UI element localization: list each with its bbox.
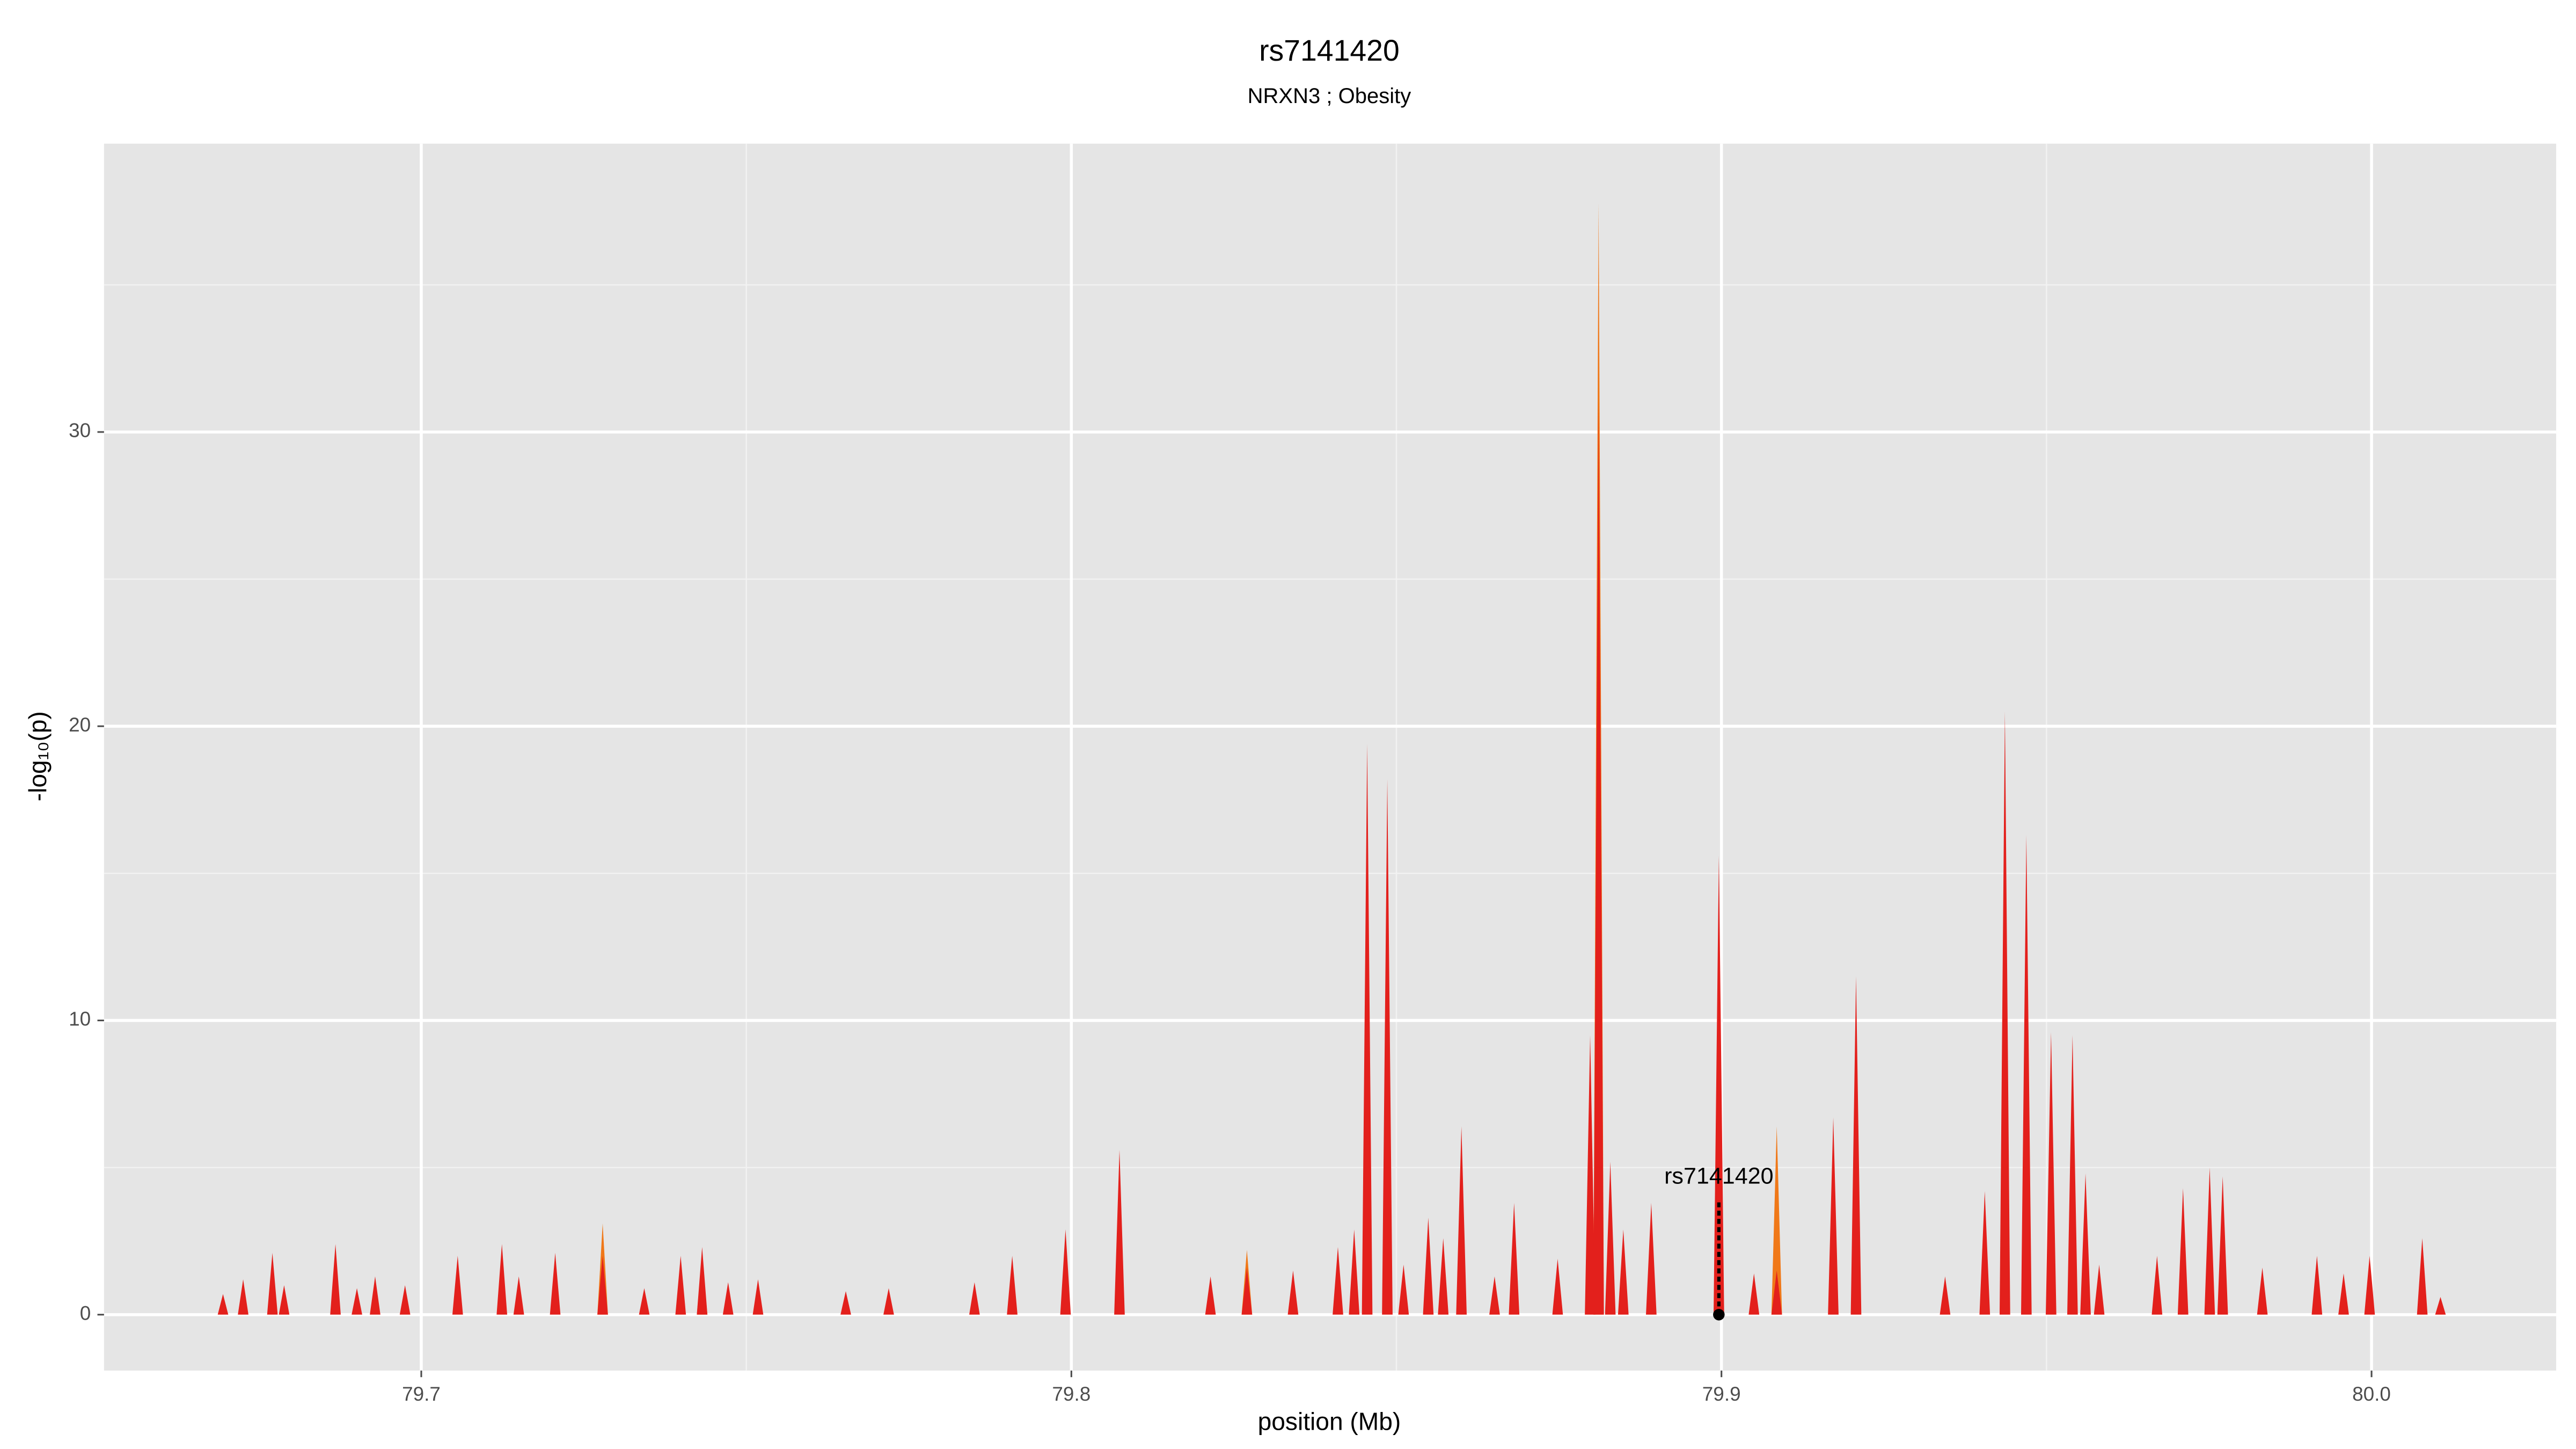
spike (1585, 1035, 1596, 1315)
spike (883, 1288, 894, 1315)
spike (1979, 1191, 1990, 1315)
spike (597, 1256, 608, 1315)
spike (1509, 1203, 1520, 1315)
spike (1423, 1217, 1434, 1315)
spike (352, 1288, 362, 1315)
x-axis-title: position (Mb) (1258, 1407, 1401, 1435)
plot-panel (104, 143, 2557, 1371)
spike (279, 1285, 290, 1315)
spike (513, 1276, 524, 1315)
spike (267, 1253, 278, 1315)
spike (2094, 1264, 2105, 1315)
spike (238, 1279, 248, 1315)
spike (1714, 855, 1724, 1315)
spike (330, 1244, 341, 1315)
spike (1287, 1270, 1299, 1315)
marks (217, 202, 2446, 1315)
spike (2435, 1297, 2446, 1315)
spike (1940, 1276, 1951, 1315)
spike (370, 1276, 380, 1315)
spike (1382, 779, 1393, 1315)
spike (2000, 711, 2010, 1315)
spike (969, 1282, 980, 1315)
y-tick-label: 30 (69, 420, 91, 442)
annotation: rs7141420 (1664, 1163, 1774, 1321)
spike (2046, 1032, 2057, 1315)
spike (1605, 1161, 1616, 1315)
spike (2204, 1167, 2215, 1315)
x-tick-label: 79.9 (1702, 1383, 1741, 1405)
chart-subtitle: NRXN3 ; Obesity (1248, 84, 1411, 108)
y-tick-label: 10 (69, 1008, 91, 1030)
spike (2067, 1035, 2078, 1315)
spike (2338, 1273, 2349, 1315)
spike (2151, 1256, 2163, 1315)
chart-title: rs7141420 (1259, 34, 1400, 67)
spike (2177, 1188, 2189, 1315)
spike (675, 1256, 686, 1315)
spike (697, 1247, 708, 1315)
y-axis-title: -log₁₀(p) (24, 711, 52, 801)
spike (1456, 1126, 1467, 1315)
x-tick-label: 79.7 (402, 1383, 441, 1405)
spike (2021, 835, 2032, 1315)
spike (1489, 1276, 1500, 1315)
annotation-label: rs7141420 (1664, 1163, 1774, 1189)
spike (1748, 1273, 1760, 1315)
spike (752, 1279, 764, 1315)
spike (1007, 1256, 1018, 1315)
spike (1205, 1276, 1216, 1315)
spike (2080, 1173, 2091, 1315)
spike (1060, 1229, 1071, 1315)
x-tick-label: 80.0 (2352, 1383, 2391, 1405)
spike (399, 1285, 411, 1315)
spike (840, 1291, 851, 1315)
spike (1114, 1150, 1125, 1315)
spike (722, 1282, 734, 1315)
y-tick-label: 20 (69, 714, 91, 736)
spike (1398, 1264, 1409, 1315)
spike (1593, 402, 1604, 1315)
spike (639, 1288, 650, 1315)
spike (2311, 1256, 2323, 1315)
spike (496, 1244, 508, 1315)
spike (1438, 1238, 1449, 1315)
spike (1552, 1258, 1563, 1315)
spike (1828, 1117, 1839, 1315)
annotation-point (1713, 1308, 1725, 1321)
spike (1362, 744, 1373, 1315)
spike (1646, 1203, 1657, 1315)
spike (1850, 976, 1862, 1315)
spike (1241, 1267, 1253, 1315)
spike (217, 1294, 229, 1315)
spike (1618, 1229, 1629, 1315)
spike (2257, 1267, 2268, 1315)
spike (550, 1253, 561, 1315)
spike (1771, 1270, 1782, 1315)
spike (1349, 1229, 1360, 1315)
x-tick-label: 79.8 (1052, 1383, 1091, 1405)
spike (1333, 1247, 1343, 1315)
spike (2417, 1238, 2428, 1315)
spike (1771, 1126, 1782, 1315)
spike (2217, 1176, 2228, 1315)
axes: 79.7 79.8 79.9 80.0 0 10 20 30 (69, 420, 2391, 1405)
spike (452, 1256, 463, 1315)
spike (2364, 1256, 2375, 1315)
y-tick-label: 0 (80, 1302, 91, 1324)
